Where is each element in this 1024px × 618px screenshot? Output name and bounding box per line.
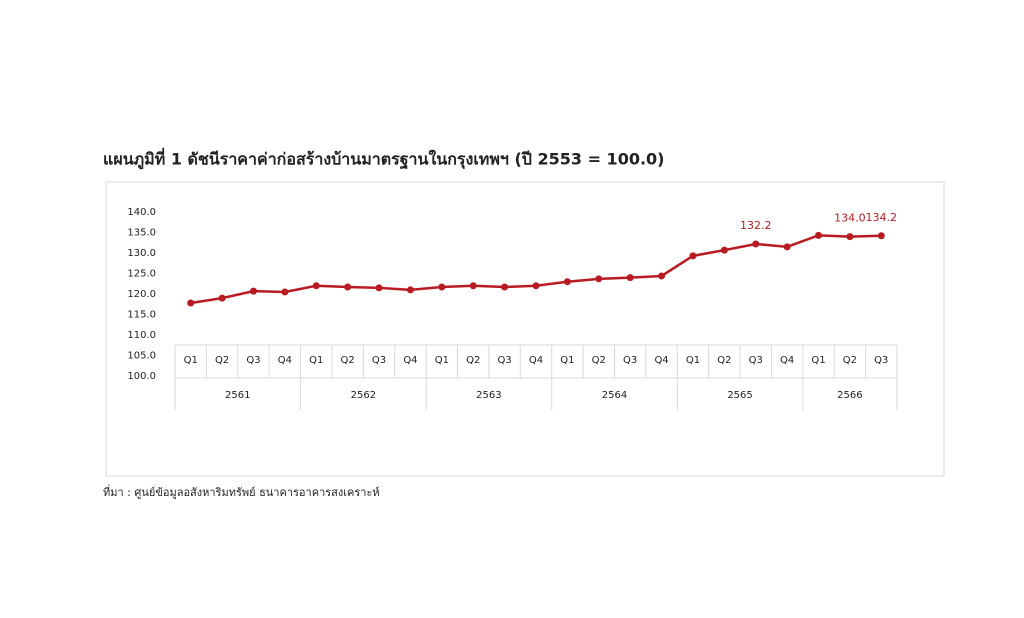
- line-series: [190, 234, 882, 305]
- x-tick-label: Q1: [435, 355, 449, 366]
- chart-title: แผนภูมิที่ 1 ดัชนีราคาค่าก่อสร้างบ้านมาต…: [103, 148, 664, 171]
- data-label: 132.2: [740, 219, 772, 232]
- data-label: 134.0: [834, 212, 866, 225]
- data-point: [312, 282, 320, 290]
- data-point: [846, 233, 854, 241]
- x-tick-label: Q2: [843, 355, 857, 366]
- data-point: [563, 278, 571, 286]
- data-point: [218, 294, 226, 302]
- y-tick-label: 110.0: [127, 330, 156, 341]
- data-point: [438, 283, 446, 291]
- x-tick-label: Q2: [215, 355, 229, 366]
- x-tick-label: Q1: [686, 355, 700, 366]
- source-note: ที่มา : ศูนย์ข้อมูลอสังหาริมทรัพย์ ธนาคา…: [103, 484, 380, 499]
- y-tick-label: 115.0: [127, 310, 156, 321]
- x-tick-label: Q3: [623, 355, 637, 366]
- x-tick-label: Q4: [654, 355, 668, 366]
- x-tick-label: Q1: [184, 355, 198, 366]
- y-tick-label: 105.0: [127, 351, 156, 362]
- y-tick-label: 130.0: [127, 248, 156, 259]
- x-tick-label: Q1: [811, 355, 825, 366]
- y-tick-label: 135.0: [127, 228, 156, 239]
- data-point: [501, 283, 509, 291]
- data-point: [658, 272, 666, 280]
- data-point: [815, 231, 823, 239]
- data-point: [187, 299, 195, 307]
- data-point: [406, 286, 414, 294]
- data-point: [532, 282, 540, 290]
- x-tick-label: Q1: [560, 355, 574, 366]
- data-point: [689, 252, 697, 260]
- data-point: [783, 243, 791, 251]
- data-point: [877, 232, 885, 240]
- x-tick-label: Q3: [372, 355, 386, 366]
- x-group-label: 2565: [727, 390, 752, 401]
- x-tick-label: Q3: [497, 355, 511, 366]
- y-tick-label: 140.0: [127, 207, 156, 218]
- x-tick-label: Q2: [341, 355, 355, 366]
- x-tick-label: Q2: [592, 355, 606, 366]
- x-group-label: 2563: [476, 390, 501, 401]
- x-group-label: 2562: [351, 390, 376, 401]
- x-tick-label: Q4: [780, 355, 794, 366]
- x-tick-label: Q1: [309, 355, 323, 366]
- x-tick-label: Q4: [529, 355, 543, 366]
- y-tick-label: 120.0: [127, 289, 156, 300]
- x-group-label: 2566: [837, 390, 862, 401]
- data-point: [752, 240, 760, 248]
- x-tick-label: Q2: [717, 355, 731, 366]
- x-tick-label: Q3: [246, 355, 260, 366]
- x-tick-label: Q4: [403, 355, 417, 366]
- data-point: [720, 246, 728, 254]
- x-tick-label: Q2: [466, 355, 480, 366]
- chart-frame: [105, 181, 945, 477]
- x-tick-label: Q4: [278, 355, 292, 366]
- x-group-label: 2561: [225, 390, 250, 401]
- data-point: [469, 282, 477, 290]
- y-tick-label: 125.0: [127, 269, 156, 280]
- data-point: [281, 288, 289, 296]
- data-point: [595, 275, 603, 283]
- x-tick-label: Q3: [874, 355, 888, 366]
- data-point: [344, 283, 352, 291]
- data-point: [626, 274, 634, 282]
- data-point: [249, 287, 257, 295]
- y-tick-label: 100.0: [127, 371, 156, 382]
- x-tick-label: Q3: [749, 355, 763, 366]
- data-label: 134.2: [866, 211, 898, 224]
- data-point: [375, 284, 383, 292]
- x-group-label: 2564: [602, 390, 627, 401]
